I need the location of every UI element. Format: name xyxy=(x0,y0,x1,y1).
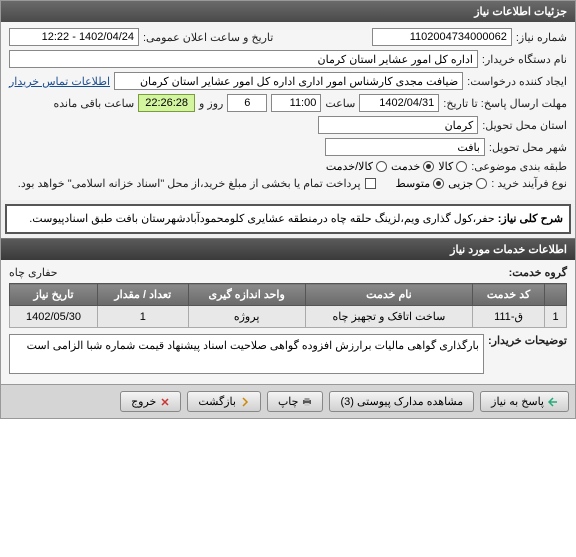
reply-icon xyxy=(548,397,558,407)
radio-kala-khadamat-label: کالا/خدمت xyxy=(326,160,373,173)
table-row[interactable]: 1 ق-111 ساخت اتاقک و تجهیز چاه پروژه 1 1… xyxy=(10,306,567,328)
panel-title: جزئیات اطلاعات نیاز xyxy=(1,1,575,22)
requester-value: ضیافت مجدی کارشناس امور اداری اداره کل ا… xyxy=(114,72,463,90)
exit-button[interactable]: خروج xyxy=(120,391,181,412)
services-table: کد خدمت نام خدمت واحد اندازه گیری تعداد … xyxy=(9,283,567,328)
radio-icon xyxy=(376,161,387,172)
announce-value: 1402/04/24 - 12:22 xyxy=(9,28,139,46)
cell-name: ساخت اتاقک و تجهیز چاه xyxy=(305,306,472,328)
radio-kala[interactable]: کالا xyxy=(438,160,467,173)
payment-checkbox[interactable] xyxy=(365,178,376,189)
cell-date: 1402/05/30 xyxy=(10,306,98,328)
col-index xyxy=(545,284,567,306)
back-label: بازگشت xyxy=(198,395,236,408)
radio-jozi[interactable]: جزیی xyxy=(448,177,487,190)
back-icon xyxy=(240,397,250,407)
notes-box: بارگذاری گواهی مالیات برارزش افزوده گواه… xyxy=(9,334,484,374)
services-header: اطلاعات خدمات مورد نیاز xyxy=(1,238,575,260)
deadline-time: 11:00 xyxy=(271,94,321,112)
payment-note: پرداخت تمام یا بخشی از مبلغ خرید،از محل … xyxy=(18,177,361,190)
description-header: شرح کلی نیاز: xyxy=(498,213,563,225)
description-box: شرح کلی نیاز: حفر،کول گذاری ویم،لزینگ حل… xyxy=(5,204,571,234)
org-value: اداره کل امور عشایر استان کرمان xyxy=(9,50,478,68)
col-unit: واحد اندازه گیری xyxy=(188,284,305,306)
province-value: کرمان xyxy=(318,116,478,134)
attachments-label: مشاهده مدارک پیوستی (3) xyxy=(340,395,463,408)
col-date: تاریخ نیاز xyxy=(10,284,98,306)
radio-icon xyxy=(456,161,467,172)
announce-label: تاریخ و ساعت اعلان عمومی: xyxy=(143,31,273,44)
buyer-contact-link[interactable]: اطلاعات تماس خریدار xyxy=(9,75,110,88)
deadline-date: 1402/04/31 xyxy=(359,94,439,112)
group-label: گروه خدمت: xyxy=(509,266,567,279)
purchase-type-label: نوع فرآیند خرید : xyxy=(491,177,567,190)
radio-icon xyxy=(433,178,444,189)
remaining-label: ساعت باقی مانده xyxy=(53,97,134,110)
radio-icon xyxy=(423,161,434,172)
exit-label: خروج xyxy=(131,395,156,408)
countdown-timer: 22:26:28 xyxy=(138,94,195,112)
radio-motevaset-label: متوسط xyxy=(396,177,431,190)
requester-label: ایجاد کننده درخواست: xyxy=(467,75,567,88)
col-qty: تعداد / مقدار xyxy=(98,284,189,306)
details-panel: جزئیات اطلاعات نیاز شماره نیاز: 11020047… xyxy=(0,0,576,419)
radio-kala-label: کالا xyxy=(438,160,453,173)
back-button[interactable]: بازگشت xyxy=(187,391,261,412)
org-label: نام دستگاه خریدار: xyxy=(482,53,567,66)
form-area: شماره نیاز: 1102004734000062 تاریخ و ساع… xyxy=(1,22,575,200)
attachments-button[interactable]: مشاهده مدارک پیوستی (3) xyxy=(329,391,474,412)
time-label: ساعت xyxy=(325,97,355,110)
print-label: چاپ xyxy=(278,395,299,408)
col-name: نام خدمت xyxy=(305,284,472,306)
city-value: بافت xyxy=(325,138,485,156)
print-button[interactable]: چاپ xyxy=(267,391,324,412)
cell-index: 1 xyxy=(545,306,567,328)
notes-label: توضیحات خریدار: xyxy=(488,334,567,347)
radio-khadamat[interactable]: خدمت xyxy=(391,160,434,173)
days-count: 6 xyxy=(227,94,267,112)
respond-label: پاسخ به نیاز xyxy=(491,395,544,408)
group-value: حفاری چاه xyxy=(9,266,58,279)
cell-qty: 1 xyxy=(98,306,189,328)
radio-kala-khadamat[interactable]: کالا/خدمت xyxy=(326,160,387,173)
deadline-label: مهلت ارسال پاسخ: تا تاریخ: xyxy=(443,97,567,110)
table-header-row: کد خدمت نام خدمت واحد اندازه گیری تعداد … xyxy=(10,284,567,306)
need-number-value: 1102004734000062 xyxy=(372,28,512,46)
radio-khadamat-label: خدمت xyxy=(391,160,420,173)
col-code: کد خدمت xyxy=(473,284,545,306)
services-area: گروه خدمت: حفاری چاه کد خدمت نام خدمت وا… xyxy=(1,260,575,384)
exit-icon xyxy=(160,397,170,407)
days-label: روز و xyxy=(199,97,223,110)
print-icon xyxy=(302,397,312,407)
cell-unit: پروژه xyxy=(188,306,305,328)
description-text: حفر،کول گذاری ویم،لزینگ حلقه چاه درمنطقه… xyxy=(29,213,494,225)
province-label: استان محل تحویل: xyxy=(482,119,567,132)
cell-code: ق-111 xyxy=(473,306,545,328)
radio-motevaset[interactable]: متوسط xyxy=(396,177,445,190)
need-number-label: شماره نیاز: xyxy=(516,31,567,44)
radio-jozi-label: جزیی xyxy=(448,177,473,190)
category-label: طبقه بندی موضوعی: xyxy=(471,160,567,173)
respond-button[interactable]: پاسخ به نیاز xyxy=(480,391,569,412)
radio-icon xyxy=(476,178,487,189)
city-label: شهر محل تحویل: xyxy=(489,141,567,154)
button-bar: پاسخ به نیاز مشاهده مدارک پیوستی (3) چاپ… xyxy=(1,384,575,418)
